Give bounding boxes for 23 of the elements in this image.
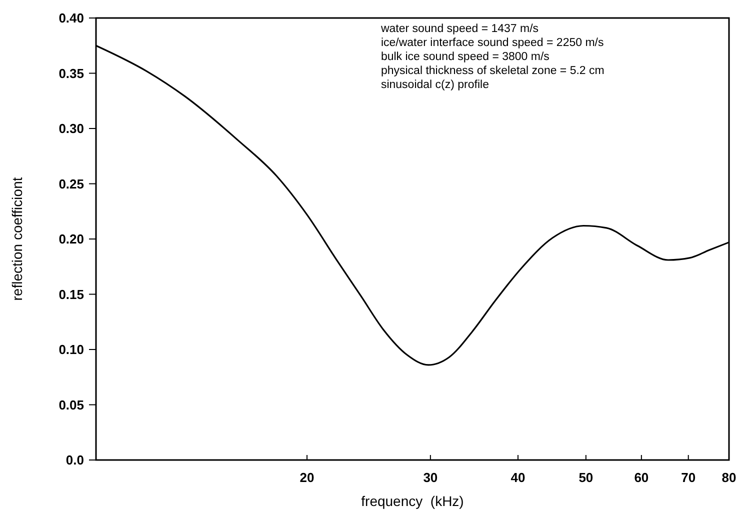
annotation: bulk ice sound speed = 3800 m/s [380,51,550,63]
y-tick-label: 0.40 [58,10,84,26]
annotation: water sound speed = 1437 m/s [380,23,539,35]
x-tick-label: 60 [634,470,649,485]
x-axis-title: frequency (kHz) [361,493,464,509]
annotation: sinusoidal c(z) profile [380,79,489,91]
x-tick-label: 30 [423,470,438,485]
y-tick-label: 0.05 [58,397,84,412]
y-tick-label: 0.15 [58,286,84,302]
annotation: ice/water interface sound speed = 2250 m/s [380,37,604,49]
x-tick-label: 40 [510,470,526,485]
x-tick-label: 80 [722,470,736,485]
y-tick-label: 0.20 [58,232,84,247]
x-tick-label: 50 [578,470,594,485]
y-tick-label: 0.0 [66,452,84,468]
y-tick-label: 0.30 [58,121,84,136]
x-tick-label: 20 [300,470,314,485]
x-tick-label: 70 [681,470,696,485]
y-tick-label: 0.10 [58,342,84,358]
y-axis-title: reflection coefficiont [9,177,25,301]
y-tick-label: 0.25 [58,176,84,192]
annotation: physical thickness of skeletal zone = 5.2 cm [380,65,604,77]
y-tick-label: 0.35 [58,66,84,81]
